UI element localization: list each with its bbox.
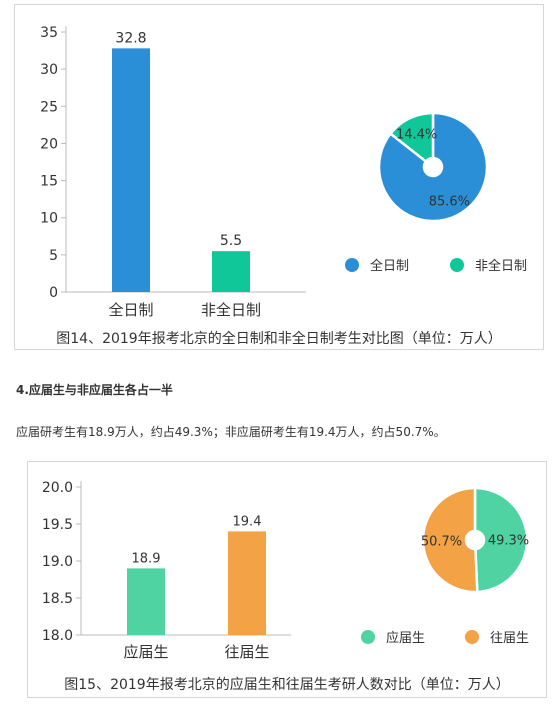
bar-value-label: 18.9: [132, 551, 161, 566]
x-tick-label: 应届生: [123, 643, 168, 661]
x-tick-label: 往届生: [224, 643, 269, 661]
legend-marker: [361, 630, 375, 644]
y-tick-label: 18.0: [42, 628, 73, 644]
x-tick-label: 非全日制: [201, 301, 261, 319]
legend-label: 应届生: [386, 630, 425, 646]
y-tick-label: 18.5: [42, 591, 73, 607]
chart-caption: 图15、2019年报考北京的应届生和往届生考研人数对比（单位：万人）: [64, 677, 510, 693]
y-tick-label: 19.5: [42, 517, 73, 533]
pie-value-label: 49.3%: [488, 533, 529, 548]
section-heading: 4.应届生与非应届生各占一半: [16, 383, 173, 397]
bar-value-label: 32.8: [115, 30, 146, 46]
chart-full-vs-part-time: 0 5 10 15 20 25 30 35 32.8 全日制 5.5 非全日制 85.6% 14.4% 全日…: [40, 25, 527, 319]
body-paragraph: 应届研考生有18.9万人，约占49.3%；非应届研考生有19.4万人，约占50.…: [16, 425, 446, 439]
y-tick-label: 35: [40, 25, 58, 41]
pie-value-label: 14.4%: [396, 127, 437, 142]
y-tick-label: 30: [40, 62, 58, 78]
pie-value-label: 85.6%: [429, 195, 470, 210]
y-tick-label: 15: [40, 174, 58, 190]
y-tick-label: 5: [49, 248, 58, 264]
bar: [212, 251, 250, 292]
y-tick-label: 20.0: [42, 480, 73, 496]
chart-caption: 图14、2019年报考北京的全日制和非全日制考生对比图（单位：万人）: [56, 331, 502, 347]
x-tick-label: 全日制: [108, 301, 153, 319]
pie-slice: [388, 111, 435, 164]
pie-slice: [421, 486, 479, 594]
y-tick-label: 25: [40, 99, 58, 115]
chart-panel-fresh-graduates: 18.0 18.5 19.0 19.5 20.0 18.9 应届生 19.4 往届生 49.3% 5…: [27, 461, 547, 698]
bar-value-label: 5.5: [220, 233, 242, 249]
bar: [112, 48, 150, 292]
legend-label: 非全日制: [475, 258, 527, 274]
legend-marker: [450, 258, 464, 272]
pie-slice: [473, 486, 529, 594]
pie-slice: [377, 111, 489, 223]
bar: [127, 568, 165, 635]
y-tick-label: 0: [49, 285, 58, 301]
pie-value-label: 50.7%: [421, 535, 462, 550]
legend-label: 全日制: [370, 258, 409, 274]
legend-label: 往届生: [490, 631, 529, 646]
bar-value-label: 19.4: [233, 514, 262, 529]
chart-fresh-vs-previous: 18.0 18.5 19.0 19.5 20.0 18.9 应届生 19.4 往届生 49.3% 5…: [42, 480, 529, 661]
y-tick-label: 10: [40, 211, 58, 227]
bar: [228, 531, 266, 635]
y-tick-label: 20: [40, 136, 58, 152]
y-tick-label: 19.0: [42, 554, 73, 570]
legend-marker: [345, 258, 359, 272]
legend-marker: [465, 630, 479, 644]
chart-panel-full-time: 0 5 10 15 20 25 30 35 32.8 全日制 5.5 非全日制 85.6% 14.4% 全日…: [14, 4, 544, 350]
